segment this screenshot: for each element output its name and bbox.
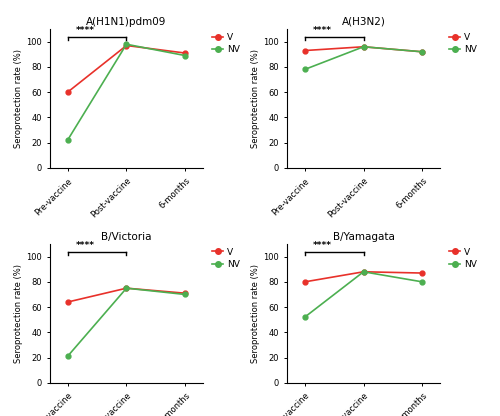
- Title: B/Yamagata: B/Yamagata: [332, 232, 394, 242]
- Text: ****: ****: [313, 241, 332, 250]
- Title: A(H1N1)pdm09: A(H1N1)pdm09: [86, 17, 166, 27]
- Legend: V, NV: V, NV: [448, 31, 478, 56]
- Legend: V, NV: V, NV: [210, 246, 242, 271]
- Y-axis label: Seroprotection rate (%): Seroprotection rate (%): [251, 264, 260, 363]
- Text: ****: ****: [313, 26, 332, 35]
- Legend: V, NV: V, NV: [210, 31, 242, 56]
- Y-axis label: Seroprotection rate (%): Seroprotection rate (%): [251, 49, 260, 148]
- Title: A(H3N2): A(H3N2): [342, 17, 386, 27]
- Title: B/Victoria: B/Victoria: [101, 232, 152, 242]
- Y-axis label: Seroprotection rate (%): Seroprotection rate (%): [14, 49, 23, 148]
- Text: ****: ****: [76, 26, 95, 35]
- Y-axis label: Seroprotection rate (%): Seroprotection rate (%): [14, 264, 23, 363]
- Text: ****: ****: [76, 241, 95, 250]
- Legend: V, NV: V, NV: [448, 246, 478, 271]
